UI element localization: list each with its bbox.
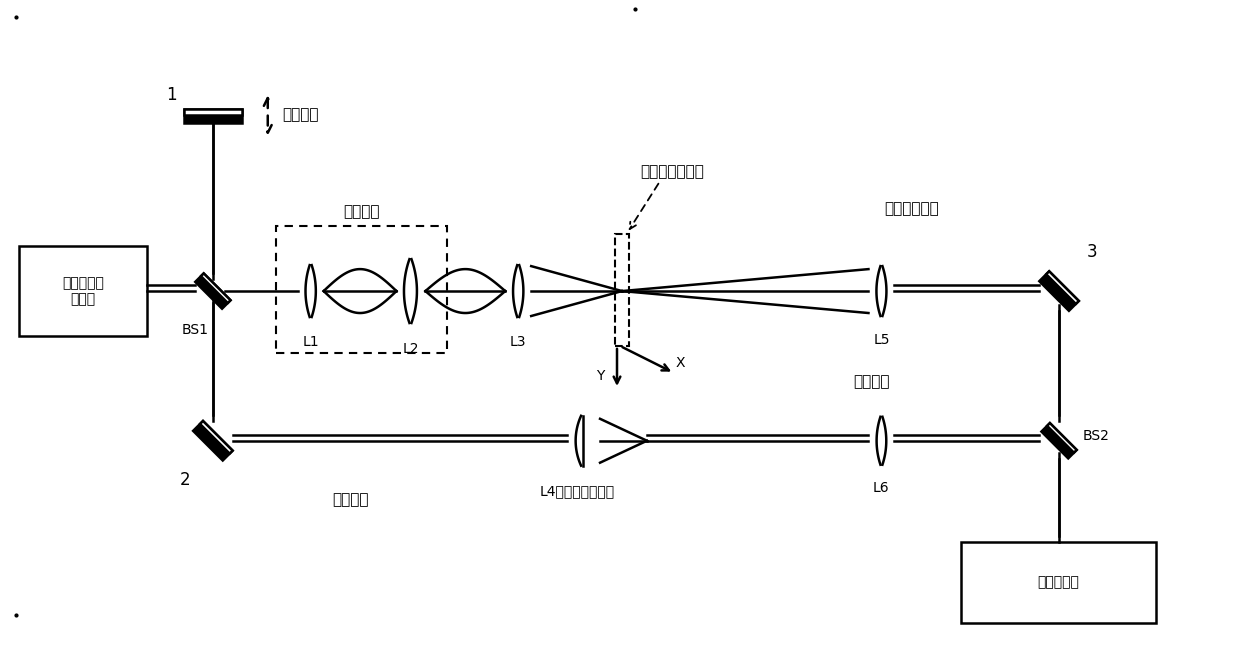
Text: L6: L6 xyxy=(873,481,890,495)
Bar xyxy=(275,226,448,353)
Text: X: X xyxy=(676,356,686,370)
Polygon shape xyxy=(195,273,231,309)
Text: 延迟调节: 延迟调节 xyxy=(283,107,319,122)
Text: BS2: BS2 xyxy=(1083,429,1110,443)
Text: L2: L2 xyxy=(402,342,419,356)
Text: 钛宝石激光
振荡器: 钛宝石激光 振荡器 xyxy=(62,276,104,306)
Text: L1: L1 xyxy=(303,335,319,349)
Polygon shape xyxy=(1042,423,1076,459)
Text: 2: 2 xyxy=(180,471,190,488)
Text: 单模光纤采样: 单模光纤采样 xyxy=(884,202,939,216)
Polygon shape xyxy=(200,421,233,453)
Bar xyxy=(615,234,629,346)
Text: 成像光谱仪: 成像光谱仪 xyxy=(1038,576,1080,589)
Text: 焦平面二维采样: 焦平面二维采样 xyxy=(640,164,704,180)
Text: 1: 1 xyxy=(166,87,176,105)
Text: 3: 3 xyxy=(1087,243,1097,261)
Text: 参考光路: 参考光路 xyxy=(332,493,368,508)
Text: 准直透镜: 准直透镜 xyxy=(853,374,890,389)
Bar xyxy=(961,541,1156,623)
Text: L5: L5 xyxy=(873,333,889,347)
Text: 引入色差: 引入色差 xyxy=(343,204,379,219)
Bar xyxy=(184,109,242,123)
Polygon shape xyxy=(1047,423,1076,453)
Polygon shape xyxy=(193,421,233,461)
Polygon shape xyxy=(1039,271,1079,311)
Polygon shape xyxy=(1047,271,1079,304)
Text: L3: L3 xyxy=(510,335,527,349)
Text: BS1: BS1 xyxy=(181,323,208,337)
Text: Y: Y xyxy=(595,369,604,383)
Bar xyxy=(184,109,242,116)
Polygon shape xyxy=(201,273,231,303)
Text: L4（消色差透镜）: L4（消色差透镜） xyxy=(539,484,615,499)
Bar xyxy=(20,246,148,336)
